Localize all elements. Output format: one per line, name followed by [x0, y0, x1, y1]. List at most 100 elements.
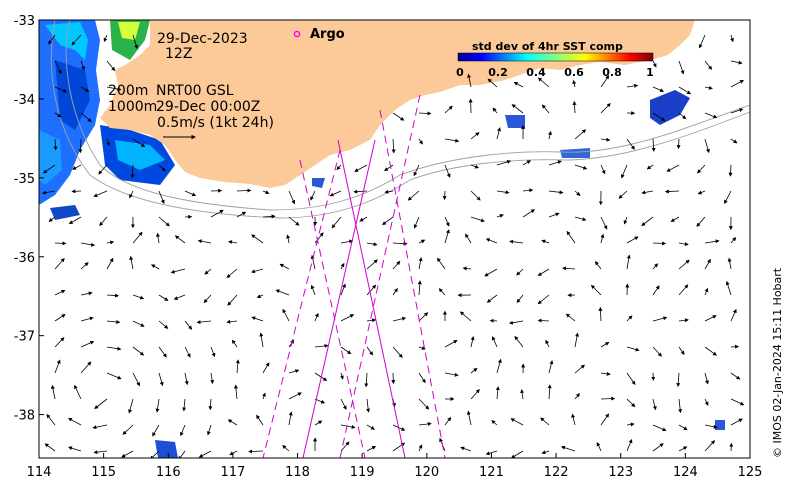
current-vector-arrow — [184, 372, 189, 386]
current-vector-arrow — [678, 446, 688, 452]
current-vector-arrow — [132, 372, 140, 387]
x-tick-label: 125 — [738, 465, 763, 480]
current-vector-arrow — [560, 445, 576, 452]
current-vector-arrow — [598, 306, 603, 322]
current-vector-arrow — [93, 450, 108, 455]
current-vector-arrow — [71, 189, 82, 194]
current-vector-arrow — [275, 289, 290, 296]
current-vector-arrow — [704, 60, 713, 70]
current-vector-arrow — [314, 372, 328, 381]
y-tick-label: -33 — [14, 14, 35, 29]
current-vector-arrow — [251, 316, 264, 322]
current-vector-arrow — [652, 346, 662, 357]
current-vector-arrow — [444, 340, 458, 348]
current-vector-arrow — [329, 190, 342, 197]
current-vector-arrow — [489, 318, 498, 323]
current-vector-arrow — [600, 103, 611, 114]
annotation-product: NRT00 GSL — [156, 83, 234, 99]
current-vector-arrow — [600, 164, 606, 175]
current-vector-arrow — [366, 284, 377, 296]
current-vector-arrow — [626, 236, 639, 244]
current-vector-arrow — [730, 108, 744, 114]
current-vector-arrow — [184, 320, 193, 330]
sst-data-patches — [39, 20, 725, 458]
current-vector-arrow — [392, 260, 401, 270]
current-vector-arrow — [227, 294, 238, 306]
current-vector-arrow — [730, 236, 737, 244]
current-vector-arrow — [670, 216, 680, 222]
current-vector-arrow — [288, 411, 293, 426]
current-vector-arrow — [231, 339, 238, 348]
current-vector-arrow — [93, 190, 108, 198]
current-vector-arrow — [54, 314, 66, 322]
current-vector-arrow — [173, 294, 186, 300]
current-vector-arrow — [210, 209, 224, 218]
current-vector-arrow — [233, 384, 238, 400]
current-vector-arrow — [565, 313, 576, 322]
current-vector-arrow — [151, 264, 160, 270]
current-vector-arrow — [44, 443, 56, 452]
colorbar-tick-label: 0 — [456, 66, 464, 79]
current-vector-arrow — [696, 216, 706, 227]
current-vector-arrow — [132, 138, 146, 148]
current-vector-arrow — [336, 164, 342, 171]
current-vector-arrow — [184, 190, 197, 197]
current-vector-arrow — [366, 318, 377, 323]
current-vector-arrow — [626, 438, 633, 452]
current-vector-arrow — [492, 107, 498, 114]
current-vector-arrow — [730, 138, 738, 144]
current-vector-arrow — [466, 410, 472, 426]
current-vector-arrow — [697, 190, 706, 195]
current-vector-arrow — [288, 216, 300, 226]
y-tick-label: -37 — [14, 330, 35, 345]
current-vector-arrow — [484, 268, 498, 277]
current-vector-arrow — [106, 257, 114, 270]
current-vector-arrow — [121, 450, 134, 458]
current-vector-arrow — [158, 190, 165, 204]
current-vector-arrow — [80, 60, 85, 71]
current-vector-arrow — [704, 315, 717, 322]
colorbar-tick-label: 0.4 — [526, 66, 546, 79]
current-vector-arrow — [366, 346, 374, 356]
current-vector-arrow — [41, 190, 56, 195]
current-vector-arrow — [54, 337, 65, 348]
current-vector-arrow — [359, 216, 368, 222]
current-vector-arrow — [68, 216, 82, 224]
current-vector-arrow — [704, 287, 709, 296]
current-vector-arrow — [704, 424, 718, 429]
current-vector-arrow — [132, 231, 143, 244]
y-tick-label: -38 — [14, 409, 35, 424]
current-vector-arrow — [704, 85, 713, 90]
current-vector-arrow — [510, 418, 524, 426]
current-vector-arrow — [48, 34, 56, 45]
current-vector-arrow — [226, 319, 238, 324]
current-vector-arrow — [366, 242, 378, 247]
current-vector-arrow — [652, 86, 665, 92]
current-vector-arrow — [496, 190, 510, 195]
current-vector-arrow — [516, 268, 524, 276]
current-vector-arrow — [128, 398, 134, 414]
current-vector-arrow — [106, 86, 122, 92]
current-vector-arrow — [470, 190, 481, 201]
argo-marker-icon — [293, 30, 301, 38]
current-vector-arrow — [228, 240, 238, 245]
current-vector-arrow — [339, 372, 344, 380]
current-vector-arrow — [182, 398, 187, 412]
current-vector-arrow — [288, 392, 302, 400]
current-vector-arrow — [259, 332, 264, 348]
current-vector-arrow — [340, 441, 350, 452]
current-vector-arrow — [724, 190, 732, 205]
current-vector-arrow — [106, 319, 121, 324]
current-vector-arrow — [541, 239, 550, 244]
current-vector-arrow — [106, 60, 116, 72]
current-vector-arrow — [353, 189, 368, 194]
current-vector-arrow — [522, 160, 531, 166]
annotation-date: 29-Dec-2023 — [157, 31, 248, 47]
current-vector-arrow — [236, 188, 252, 193]
current-vector-arrow — [94, 398, 108, 409]
current-vector-arrow — [203, 294, 212, 304]
current-vector-arrow — [331, 216, 342, 229]
current-vector-arrow — [158, 216, 170, 227]
current-vector-arrow — [678, 284, 689, 296]
credit-text: © IMOS 02-Jan-2024 15:11 Hobart — [771, 267, 784, 458]
